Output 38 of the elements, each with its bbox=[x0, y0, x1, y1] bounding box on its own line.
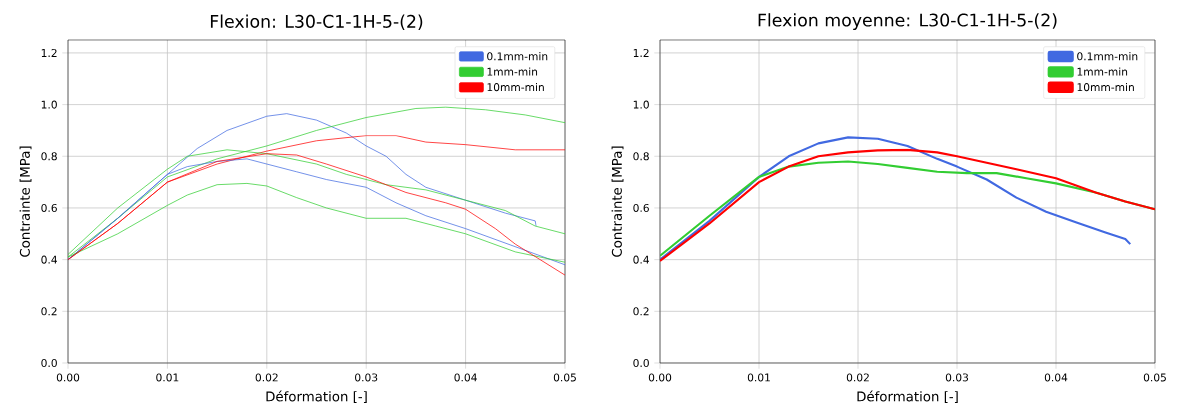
y-tick-label: 0.0 bbox=[633, 358, 649, 368]
y-axis-title: Contrainte [MPa] bbox=[19, 146, 32, 257]
y-tick-label: 0.0 bbox=[41, 358, 57, 368]
x-tick-label: 0.00 bbox=[648, 373, 672, 382]
y-tick-label: 1.0 bbox=[633, 100, 649, 109]
legend-label: 10mm-min bbox=[487, 82, 544, 92]
y-tick-label: 0.6 bbox=[633, 203, 649, 212]
legend-label: 1mm-min bbox=[487, 67, 538, 76]
legend-label: 0.1mm-min bbox=[487, 52, 548, 61]
x-tick-label: 0.01 bbox=[156, 373, 179, 382]
y-tick-label: 0.8 bbox=[41, 152, 57, 161]
x-tick-label: 0.01 bbox=[747, 373, 770, 382]
y-tick-label: 1.2 bbox=[41, 48, 57, 57]
y-tick-label: 0.4 bbox=[41, 255, 58, 264]
x-tick-label: 0.05 bbox=[553, 373, 576, 382]
x-tick-label: 0.05 bbox=[1143, 373, 1166, 382]
y-tick-label: 1.2 bbox=[633, 48, 649, 57]
x-tick-label: 0.03 bbox=[355, 373, 378, 382]
x-tick-label: 0.03 bbox=[945, 373, 969, 382]
y-tick-label: 0.8 bbox=[633, 152, 649, 161]
x-tick-label: 0.00 bbox=[56, 373, 80, 382]
x-tick-label: 0.04 bbox=[454, 373, 477, 382]
legend-label: 1mm-min bbox=[1077, 67, 1128, 76]
y-tick-label: 0.2 bbox=[41, 307, 57, 316]
x-tick-label: 0.02 bbox=[846, 373, 869, 382]
y-tick-label: 0.4 bbox=[633, 255, 650, 264]
x-axis-title: Déformation [-] bbox=[857, 390, 958, 404]
y-tick-label: 1.0 bbox=[41, 100, 57, 109]
chart-title: Flexion moyenne: L30-C1-1H-5-(2) bbox=[758, 13, 1057, 30]
legend-label: 10mm-min bbox=[1077, 82, 1134, 92]
chart-title: Flexion: L30-C1-1H-5-(2) bbox=[210, 14, 423, 30]
x-tick-label: 0.04 bbox=[1044, 373, 1068, 382]
y-tick-label: 0.6 bbox=[41, 203, 57, 212]
legend-label: 0.1mm-min bbox=[1077, 52, 1138, 61]
x-axis-title: Déformation [-] bbox=[266, 390, 367, 404]
x-tick-label: 0.02 bbox=[255, 373, 278, 382]
y-tick-label: 0.2 bbox=[633, 307, 649, 316]
y-axis-title: Contrainte [MPa] bbox=[611, 146, 624, 257]
